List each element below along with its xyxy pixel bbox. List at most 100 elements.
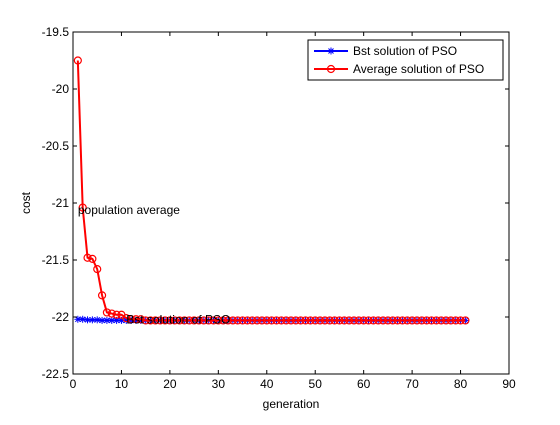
x-tick-label: 40 <box>260 377 274 391</box>
series-point <box>180 316 189 325</box>
series-point <box>417 316 426 325</box>
legend-swatch-marker <box>326 64 336 74</box>
series-point <box>388 316 397 325</box>
series-point <box>112 310 121 319</box>
series-point <box>291 316 300 325</box>
x-tick-label: 0 <box>70 377 77 391</box>
series-point <box>127 315 136 324</box>
series-point <box>335 316 344 325</box>
series-point <box>296 316 305 325</box>
series-point <box>122 314 131 323</box>
series-layer <box>73 56 470 325</box>
series-point <box>441 316 451 325</box>
series-point <box>272 316 281 325</box>
series-point <box>325 316 334 325</box>
legend-entry: Average solution of PSO <box>314 62 484 76</box>
y-tick-label: -21.5 <box>42 253 70 267</box>
x-tick-label: 30 <box>212 377 226 391</box>
series-point <box>461 316 470 325</box>
series-point <box>354 316 363 325</box>
series-point <box>93 316 101 324</box>
series-point <box>73 56 82 65</box>
series-point <box>403 316 412 325</box>
x-tick-label: 70 <box>405 377 419 391</box>
series-point <box>345 316 354 325</box>
series-point <box>141 316 150 325</box>
series-point <box>74 315 82 323</box>
y-axis-label: cost <box>19 191 33 214</box>
series-point <box>359 316 368 325</box>
x-axis-label: generation <box>263 397 320 411</box>
y-tick-label: -22.5 <box>42 367 70 381</box>
series-point <box>369 316 378 325</box>
series-point <box>315 316 325 325</box>
series-point <box>204 316 213 325</box>
series-point <box>427 316 436 325</box>
x-tick-label: 80 <box>454 377 468 391</box>
y-tick-label: -19.5 <box>42 25 70 39</box>
series-point <box>175 316 184 325</box>
series-point <box>209 316 218 325</box>
series-point <box>199 316 208 325</box>
series-point <box>446 316 455 325</box>
axis-layer: 0 10 20 30 40 50 60 70 80 90 -19.5 -20 -20.5 -21 -21.5… <box>42 25 516 391</box>
series-point <box>311 316 320 325</box>
series-point <box>383 316 392 325</box>
series-point <box>88 254 97 263</box>
legend-label: Average solution of PSO <box>353 62 484 76</box>
series-point <box>79 315 87 323</box>
legend: Bst solution of PSO Average solution of P… <box>307 39 504 81</box>
series-point <box>83 253 92 262</box>
legend-box <box>307 39 504 81</box>
series-point <box>432 316 441 325</box>
x-tick-label: 50 <box>309 377 323 391</box>
x-tick-label: 60 <box>357 377 371 391</box>
series-point <box>151 316 160 325</box>
series-point <box>156 316 165 325</box>
series-point <box>340 316 349 325</box>
series-point <box>78 203 87 212</box>
annotation-layer: population average Bst solution of PSO <box>78 203 231 326</box>
y-tick-label: -20 <box>52 82 70 96</box>
series-point <box>327 47 335 55</box>
series-point <box>364 316 373 325</box>
series-point <box>286 316 296 325</box>
series-point <box>277 316 286 325</box>
series-point <box>267 316 276 325</box>
series-point <box>301 316 310 325</box>
series-point <box>102 308 112 317</box>
series-point <box>398 316 407 325</box>
series-2 <box>73 56 470 325</box>
annotation-text: Bst solution of PSO <box>126 312 230 326</box>
series-point <box>93 265 102 274</box>
series-point <box>257 316 267 325</box>
series-point <box>107 309 116 318</box>
y-tick-label: -20.5 <box>42 139 70 153</box>
series-point <box>248 316 257 325</box>
x-tick-label: 20 <box>163 377 177 391</box>
series-point <box>194 316 204 325</box>
series-point <box>378 316 388 325</box>
annotation-text: population average <box>78 203 180 217</box>
series-point <box>306 316 315 325</box>
y-tick-label: -22 <box>52 310 70 324</box>
series-point <box>393 316 402 325</box>
series-point <box>131 315 141 324</box>
series-point <box>330 316 339 325</box>
series-point <box>262 316 271 325</box>
series-point <box>252 316 262 325</box>
series-point <box>190 316 199 325</box>
series-point <box>228 316 237 325</box>
series-point <box>146 316 155 325</box>
series-point <box>374 316 383 325</box>
series-point <box>214 316 223 325</box>
series-point <box>282 316 291 325</box>
y-tick-label: -21 <box>52 196 70 210</box>
series-point <box>437 316 446 325</box>
series-point <box>185 316 194 325</box>
series-point <box>97 291 107 300</box>
series-point <box>233 316 242 325</box>
series-point <box>223 316 233 325</box>
series-point <box>422 316 431 325</box>
